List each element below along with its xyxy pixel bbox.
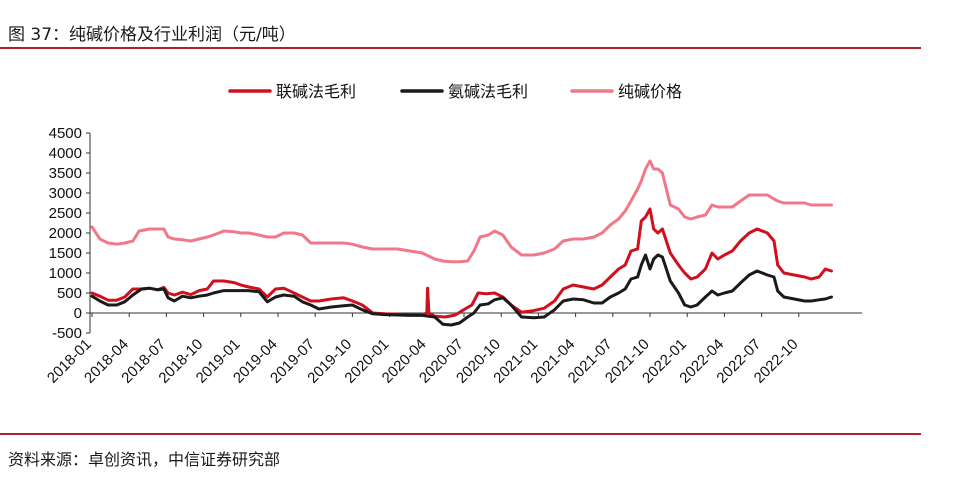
y-tick-label: 3000 [49, 185, 82, 202]
y-tick-label: 3500 [49, 165, 82, 182]
series-line-2 [90, 253, 833, 327]
y-tick-label: 2500 [49, 205, 82, 222]
legend-label-2: 氨碱法毛利 [448, 82, 528, 101]
y-tick-label: -500 [52, 325, 82, 342]
legend: 联碱法毛利 氨碱法毛利 纯碱价格 [228, 82, 682, 101]
y-tick-label: 4500 [49, 125, 82, 142]
y-tick-label: 1500 [49, 245, 82, 262]
y-axis: 4500 4000 3500 3000 2500 2000 1500 1000 500 0 -500 [49, 125, 91, 342]
legend-label-1: 联碱法毛利 [276, 82, 356, 101]
bottom-divider [0, 433, 921, 435]
page-title: 图 37：纯碱价格及行业利润（元/吨） [8, 25, 296, 45]
series-line-3 [90, 159, 833, 264]
top-divider [0, 47, 921, 49]
series-line-1 [90, 207, 833, 319]
y-tick-label: 500 [57, 285, 82, 302]
y-tick-label: 2000 [49, 225, 82, 242]
y-tick-label: 4000 [49, 145, 82, 162]
legend-label-3: 纯碱价格 [618, 82, 682, 101]
y-tick-label: 0 [74, 305, 82, 322]
y-tick-label: 1000 [49, 265, 82, 282]
source-note: 资料来源：卓创资讯，中信证券研究部 [8, 450, 281, 469]
plot-area [90, 159, 833, 327]
